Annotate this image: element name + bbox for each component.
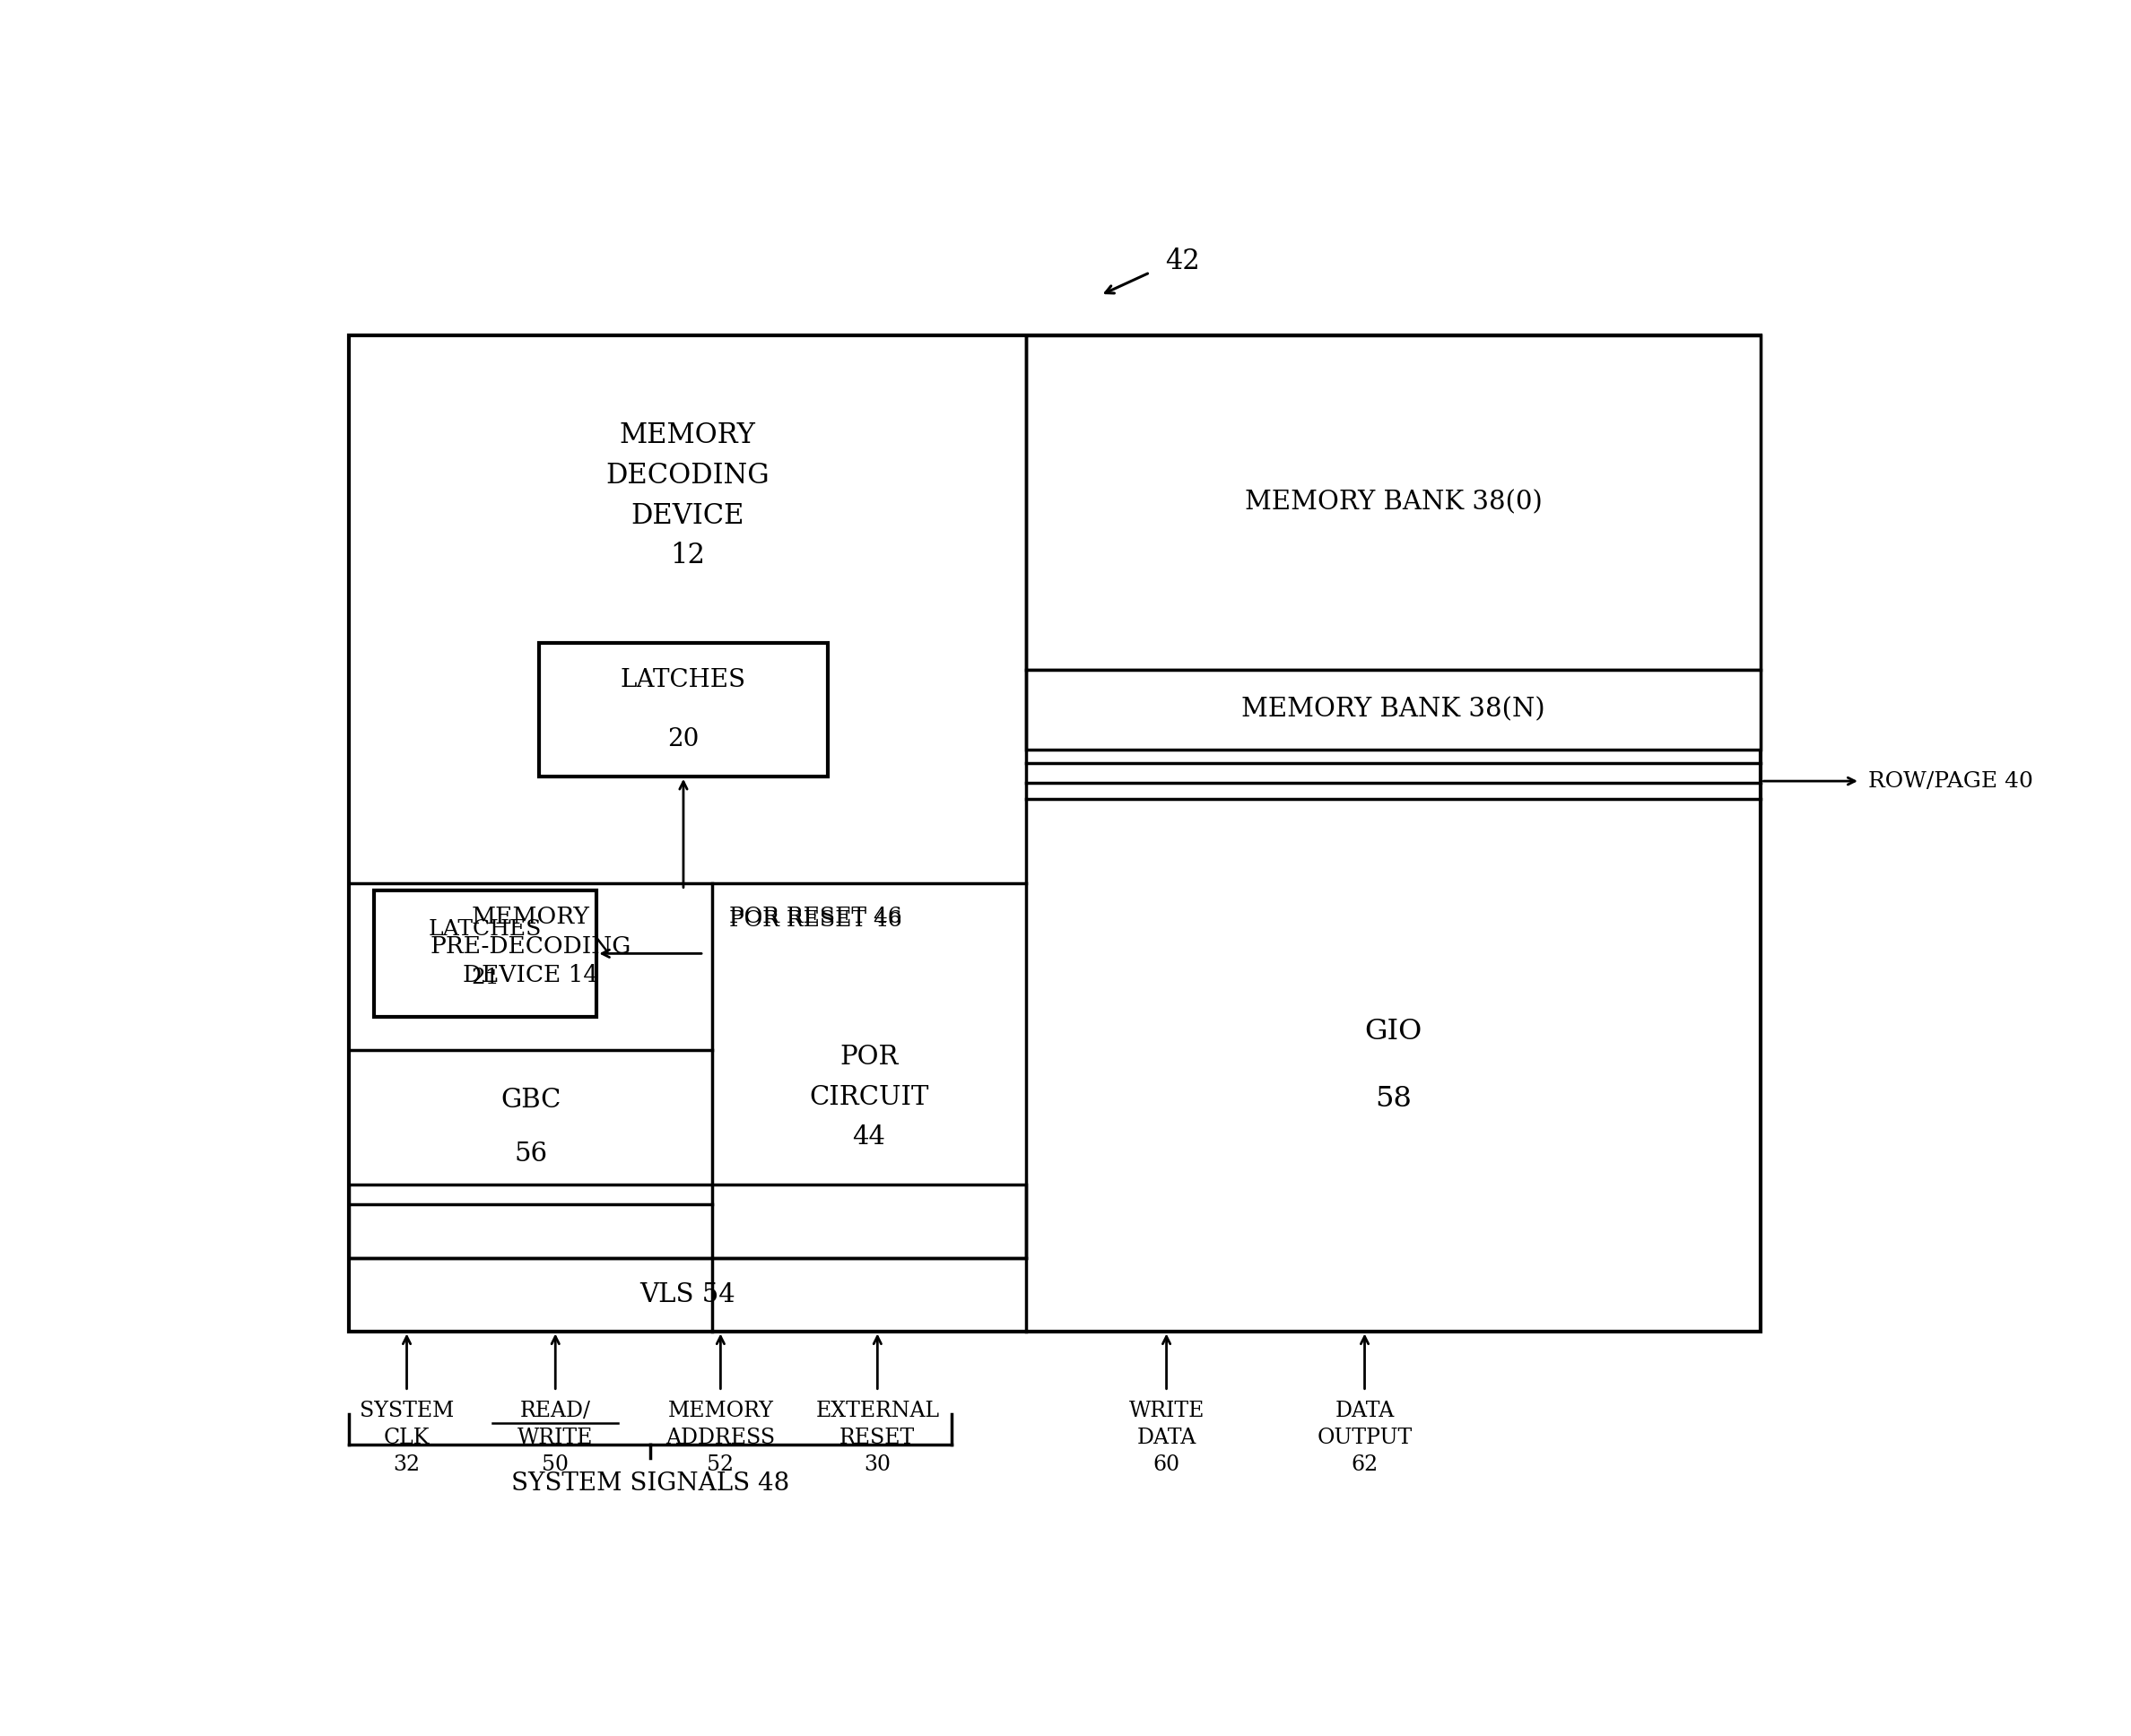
Text: POR RESET 46: POR RESET 46 (729, 906, 901, 927)
Text: 42: 42 (1166, 248, 1200, 276)
Text: DATA: DATA (1334, 1401, 1394, 1422)
Text: CLK: CLK (384, 1427, 430, 1448)
Bar (349, 335, 1760, 1332)
Text: OUTPUT: OUTPUT (1317, 1427, 1413, 1448)
Text: MEMORY: MEMORY (620, 422, 757, 450)
Text: SYSTEM SIGNALS 48: SYSTEM SIGNALS 48 (511, 1472, 788, 1496)
Text: 52: 52 (707, 1455, 733, 1476)
Text: 60: 60 (1153, 1455, 1181, 1476)
Text: ROW/PAGE 40: ROW/PAGE 40 (1869, 771, 2033, 792)
Text: POR: POR (840, 1045, 899, 1069)
Text: GIO: GIO (1364, 1017, 1421, 1045)
Text: 12: 12 (669, 542, 705, 569)
Text: READ/: READ/ (520, 1401, 590, 1422)
Bar (349, 1184, 1027, 1257)
Text: WRITE: WRITE (1129, 1401, 1204, 1422)
Text: VLS 54: VLS 54 (639, 1281, 735, 1307)
Text: 56: 56 (514, 1142, 548, 1167)
Text: 21: 21 (471, 967, 499, 988)
Text: 62: 62 (1351, 1455, 1379, 1476)
Text: DATA: DATA (1136, 1427, 1195, 1448)
Text: 32: 32 (394, 1455, 420, 1476)
Text: 20: 20 (667, 727, 699, 752)
Text: WRITE: WRITE (518, 1427, 592, 1448)
Text: GBC: GBC (501, 1088, 560, 1113)
Text: MEMORY BANK 38(N): MEMORY BANK 38(N) (1242, 698, 1545, 722)
Text: LATCHES: LATCHES (428, 918, 541, 939)
Bar (1027, 335, 1760, 670)
Text: POR RESET 46: POR RESET 46 (729, 910, 901, 930)
Text: EXTERNAL: EXTERNAL (816, 1401, 940, 1422)
Text: PRE-DECODING: PRE-DECODING (430, 936, 631, 957)
Text: DEVICE: DEVICE (631, 502, 744, 529)
Bar (373, 891, 597, 1017)
Text: ADDRESS: ADDRESS (665, 1427, 776, 1448)
Text: 50: 50 (541, 1455, 569, 1476)
Bar (1027, 670, 1760, 750)
Text: RESET: RESET (840, 1427, 914, 1448)
Text: 44: 44 (852, 1125, 886, 1149)
Text: DEVICE 14: DEVICE 14 (462, 965, 599, 986)
Text: MEMORY: MEMORY (667, 1401, 774, 1422)
Text: MEMORY: MEMORY (471, 906, 590, 929)
Text: DECODING: DECODING (605, 462, 769, 490)
Text: MEMORY BANK 38(0): MEMORY BANK 38(0) (1245, 490, 1543, 516)
Bar (539, 642, 827, 776)
Text: 58: 58 (1374, 1085, 1413, 1113)
Text: 30: 30 (863, 1455, 891, 1476)
Text: CIRCUIT: CIRCUIT (810, 1085, 929, 1109)
Text: LATCHES: LATCHES (620, 668, 746, 693)
Text: SYSTEM: SYSTEM (360, 1401, 454, 1422)
